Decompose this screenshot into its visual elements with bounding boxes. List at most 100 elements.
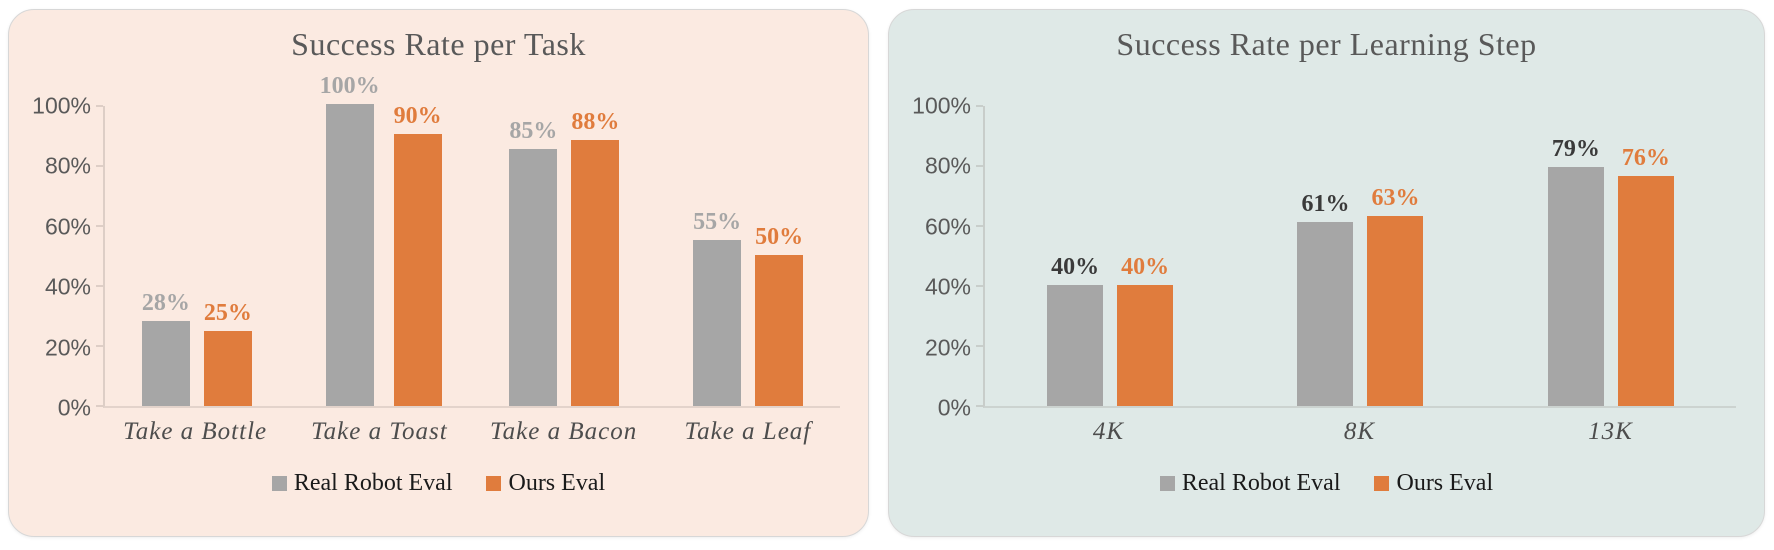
y-tick-label: 0% <box>57 394 91 421</box>
y-axis: 100% 80% 60% 40% 20% 0% <box>901 93 983 421</box>
data-label: 55% <box>693 208 742 235</box>
bar-group: 55% 50% <box>656 106 840 406</box>
legend-swatch-icon <box>1374 476 1390 491</box>
legend-item: Real Robot Eval <box>1159 470 1341 497</box>
x-labels: Take a Bottle Take a Toast Take a Bacon Tak… <box>103 418 840 446</box>
y-tick-mark <box>976 405 983 407</box>
plot-area: 40% 40% 61% 63% 79% 76% <box>976 105 1736 408</box>
legend-label: Real Robot Eval <box>293 470 453 496</box>
legend-item: Real Robot Eval <box>271 470 453 497</box>
y-tick-mark <box>96 105 103 107</box>
chart-panel-success-rate-per-task: Success Rate per Task 100% 80% 60% 40% 20% 0%… <box>8 9 869 537</box>
x-category-label: Take a Toast <box>311 418 448 445</box>
chart-panel-success-rate-per-learning-step: Success Rate per Learning Step 100% 80% 60… <box>888 9 1765 537</box>
y-tick-mark <box>96 225 103 227</box>
bar <box>509 149 558 406</box>
y-tick-label: 20% <box>924 334 971 361</box>
data-label: 61% <box>1301 190 1350 217</box>
y-tick-mark <box>96 345 103 347</box>
bar <box>755 255 804 406</box>
x-category-label: 8K <box>1343 418 1376 445</box>
y-tick-mark <box>96 405 103 407</box>
bar-unit: 85% <box>509 118 558 406</box>
bar <box>141 321 190 406</box>
x-category-label: Take a Bottle <box>123 418 268 445</box>
legend: Real Robot Eval Ours Eval <box>889 470 1764 497</box>
x-axis-spacer <box>21 418 103 446</box>
legend-label: Ours Eval <box>1396 470 1494 496</box>
bar <box>571 140 620 406</box>
y-tick-label: 60% <box>44 213 91 240</box>
bar-unit: 88% <box>571 109 620 406</box>
data-label: 28% <box>141 290 190 317</box>
bar-group: 85% 88% <box>473 106 657 406</box>
bar <box>393 134 442 406</box>
bar-unit: 79% <box>1547 136 1604 406</box>
y-tick-label: 40% <box>44 273 91 300</box>
data-label: 50% <box>755 224 804 250</box>
y-tick-mark <box>976 105 983 107</box>
bar <box>1297 221 1354 406</box>
x-axis: 4K 8K 13K <box>889 418 1764 446</box>
x-category-label: 4K <box>1092 418 1125 445</box>
y-tick-mark <box>976 285 983 287</box>
y-tick-label: 80% <box>924 152 971 179</box>
bar-unit: 76% <box>1617 145 1674 406</box>
bar-unit: 25% <box>203 300 252 406</box>
data-label: 85% <box>509 118 558 145</box>
bar-unit: 61% <box>1297 190 1354 406</box>
chart-title: Success Rate per Task <box>291 26 586 62</box>
y-axis: 100% 80% 60% 40% 20% 0% <box>21 93 103 421</box>
y-tick-mark <box>976 345 983 347</box>
y-tick-label: 60% <box>924 213 971 240</box>
x-axis: Take a Bottle Take a Toast Take a Bacon Tak… <box>9 418 868 446</box>
bar <box>1617 176 1674 406</box>
data-label: 79% <box>1551 136 1600 163</box>
legend-label: Real Robot Eval <box>1181 470 1341 496</box>
bar <box>1047 285 1104 406</box>
bar <box>203 330 252 406</box>
x-category-label: 13K <box>1588 418 1633 445</box>
x-category-label: Take a Bacon <box>490 418 638 445</box>
bar-group: 61% 63% <box>1235 106 1485 406</box>
data-label: 88% <box>571 109 620 136</box>
legend-label: Ours Eval <box>508 470 606 496</box>
data-label: 40% <box>1051 254 1100 281</box>
bar-unit: 90% <box>393 103 442 406</box>
bar <box>325 104 374 406</box>
chart-body: 100% 80% 60% 40% 20% 0% 28% 25% 100% 90% 85% 88% 55%… <box>9 73 868 421</box>
bar <box>1547 167 1604 406</box>
y-tick-mark <box>96 165 103 167</box>
y-tick-label: 100% <box>912 92 971 119</box>
chart-body: 100% 80% 60% 40% 20% 0% 40% 40% 61% 63% 79% 76% <box>889 93 1764 421</box>
y-tick-label: 80% <box>44 152 91 179</box>
legend-swatch-icon <box>1159 476 1175 491</box>
y-tick-label: 40% <box>924 273 971 300</box>
bar <box>1117 285 1174 406</box>
y-tick-label: 0% <box>937 394 971 421</box>
y-tick-label: 20% <box>44 334 91 361</box>
legend-swatch-icon <box>486 476 502 491</box>
bar-group: 28% 25% <box>105 106 289 406</box>
bar-group: 100% 90% <box>289 73 473 406</box>
data-label: 90% <box>393 103 442 130</box>
y-tick-mark <box>976 165 983 167</box>
bar-unit: 63% <box>1367 185 1424 406</box>
data-label: 40% <box>1121 254 1170 281</box>
y-tick-mark <box>976 225 983 227</box>
bar <box>693 239 742 406</box>
x-axis-spacer <box>901 418 983 446</box>
legend-swatch-icon <box>271 476 287 491</box>
legend-item: Ours Eval <box>486 470 605 497</box>
legend-item: Ours Eval <box>1374 470 1493 497</box>
data-label: 76% <box>1621 145 1670 172</box>
plot-area: 28% 25% 100% 90% 85% 88% 55% 50% <box>96 73 840 408</box>
bar-group: 79% 76% <box>1486 106 1736 406</box>
bar-unit: 100% <box>320 73 380 406</box>
bar-unit: 40% <box>1047 254 1104 406</box>
data-label: 100% <box>319 73 380 99</box>
bar-unit: 28% <box>141 290 190 406</box>
bar-unit: 55% <box>693 208 742 406</box>
y-tick-label: 100% <box>32 92 91 119</box>
bar-unit: 40% <box>1117 254 1174 406</box>
